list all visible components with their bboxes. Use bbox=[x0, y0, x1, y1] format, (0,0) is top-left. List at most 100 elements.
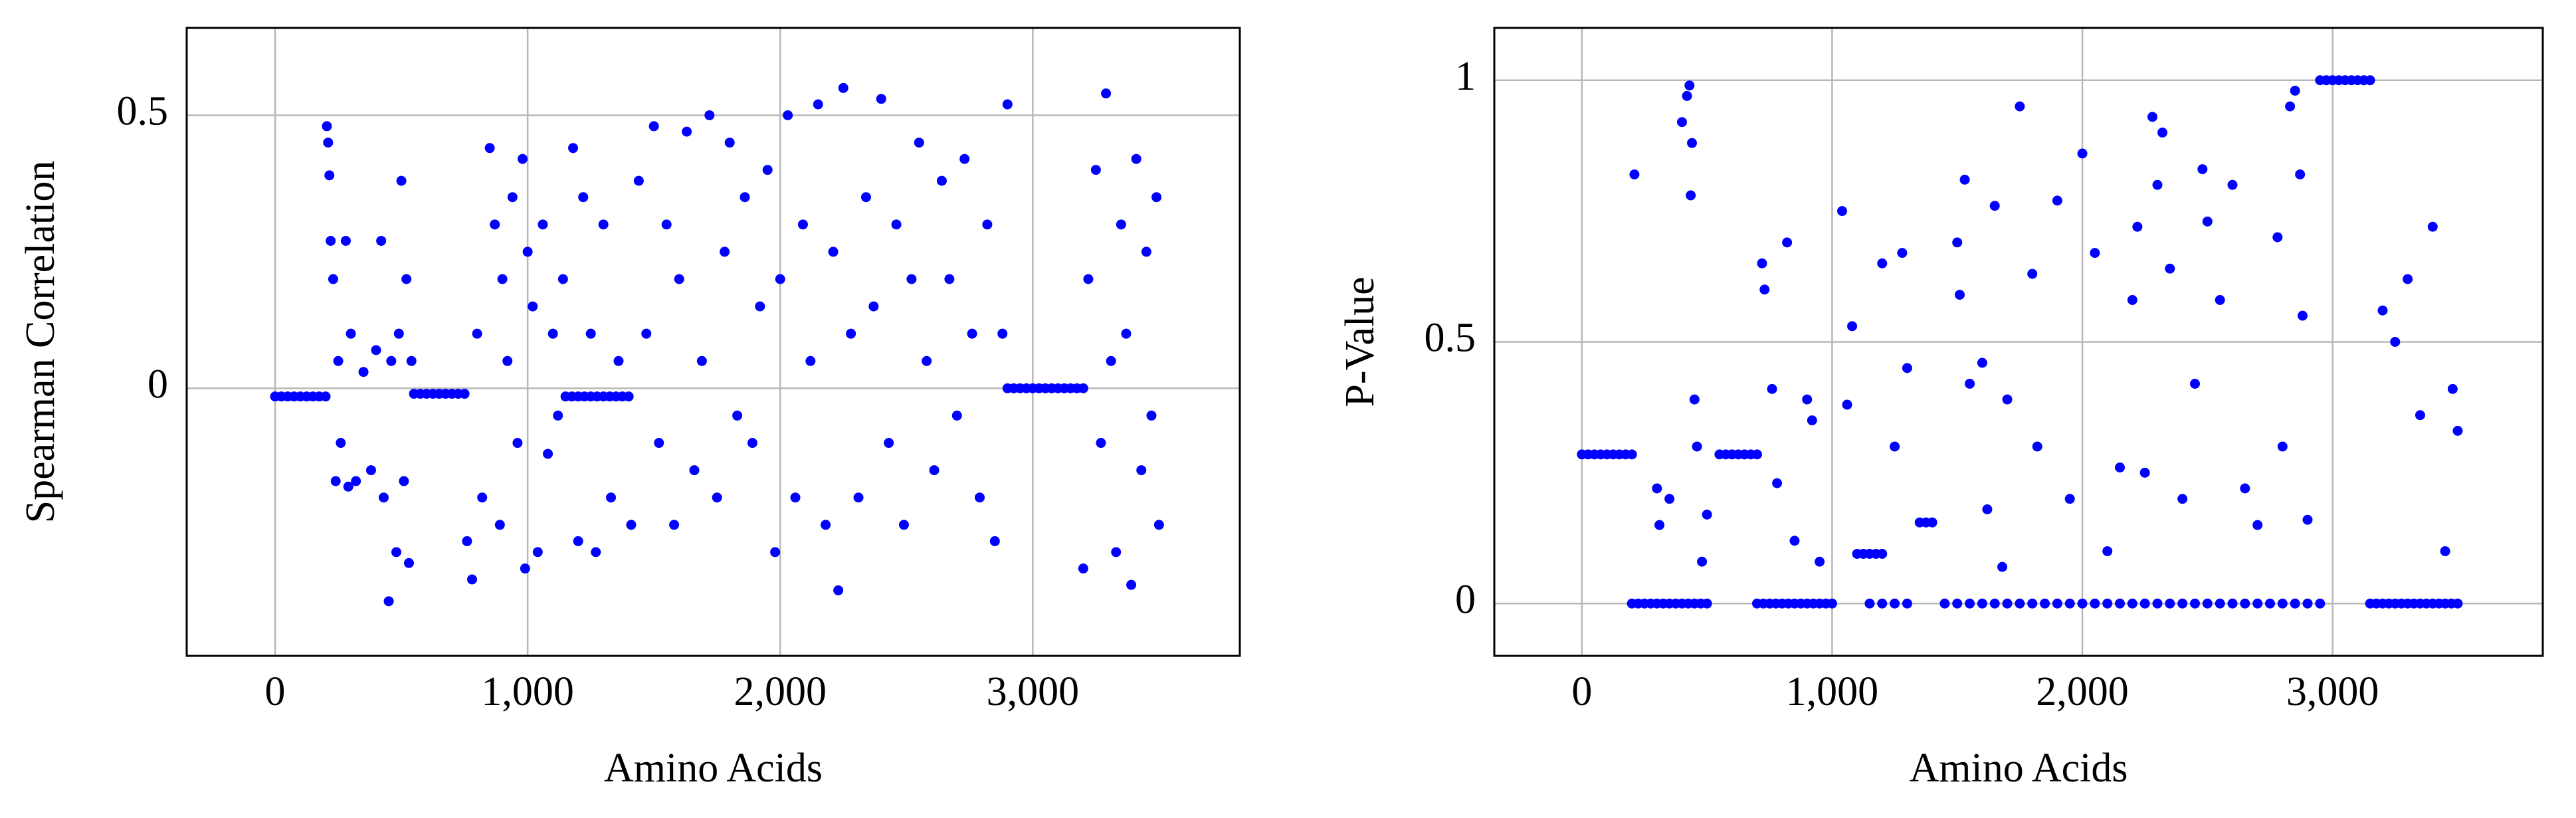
point bbox=[696, 356, 707, 366]
point bbox=[2177, 494, 2188, 504]
point bbox=[682, 126, 692, 137]
point bbox=[720, 247, 730, 257]
point bbox=[1676, 117, 1687, 128]
point bbox=[2115, 462, 2126, 472]
x-tick-label: 0 bbox=[265, 669, 286, 714]
point bbox=[2064, 598, 2075, 609]
point bbox=[497, 274, 508, 284]
point bbox=[502, 356, 513, 366]
point bbox=[401, 274, 412, 284]
point bbox=[876, 94, 886, 104]
point bbox=[322, 121, 332, 132]
point bbox=[2152, 179, 2163, 190]
point bbox=[2202, 216, 2213, 227]
point bbox=[2252, 598, 2263, 609]
point bbox=[2252, 520, 2263, 530]
point bbox=[585, 328, 596, 339]
point bbox=[2190, 598, 2201, 609]
point bbox=[2403, 274, 2413, 284]
point bbox=[326, 235, 336, 246]
point bbox=[2365, 75, 2375, 86]
y-tick-label: 0.5 bbox=[117, 89, 169, 134]
point bbox=[2027, 598, 2038, 609]
point bbox=[459, 389, 470, 399]
point bbox=[1121, 328, 1132, 339]
point bbox=[522, 247, 533, 257]
point bbox=[906, 274, 917, 284]
point bbox=[1782, 237, 1793, 248]
point bbox=[2147, 112, 2157, 122]
point bbox=[762, 165, 773, 175]
point bbox=[371, 345, 381, 356]
point bbox=[805, 356, 816, 366]
point bbox=[494, 520, 505, 530]
point bbox=[936, 175, 947, 186]
point bbox=[2077, 148, 2088, 159]
point bbox=[1989, 598, 2000, 609]
point bbox=[573, 536, 583, 546]
point bbox=[1997, 562, 2008, 572]
point bbox=[654, 438, 664, 449]
point bbox=[1902, 598, 1912, 609]
point bbox=[1965, 598, 1975, 609]
point bbox=[324, 170, 335, 181]
point bbox=[846, 328, 856, 339]
point bbox=[922, 356, 932, 366]
point bbox=[2290, 86, 2300, 96]
point bbox=[853, 492, 864, 503]
point bbox=[462, 536, 472, 546]
point bbox=[1136, 465, 1147, 476]
point bbox=[1982, 504, 1993, 514]
point bbox=[378, 492, 389, 503]
point bbox=[1686, 190, 1696, 201]
point bbox=[868, 301, 879, 312]
point bbox=[747, 438, 757, 449]
point bbox=[944, 274, 955, 284]
point bbox=[2285, 101, 2296, 112]
point bbox=[1789, 536, 1800, 546]
point bbox=[2027, 268, 2038, 279]
point bbox=[1890, 598, 1900, 609]
point bbox=[2102, 546, 2113, 556]
x-tick-label: 2,000 bbox=[2036, 669, 2129, 714]
y-tick-label: 0 bbox=[148, 362, 168, 407]
point bbox=[929, 465, 940, 476]
point bbox=[512, 438, 523, 449]
point bbox=[2215, 598, 2225, 609]
point bbox=[578, 192, 589, 203]
point bbox=[2295, 169, 2306, 179]
point bbox=[2302, 598, 2313, 609]
point bbox=[821, 520, 831, 530]
point bbox=[2447, 383, 2458, 394]
y-tick-label: 0.5 bbox=[1425, 316, 1476, 361]
point bbox=[2064, 494, 2075, 504]
point bbox=[2165, 263, 2175, 274]
point bbox=[323, 138, 334, 148]
point bbox=[343, 481, 353, 492]
point bbox=[2452, 598, 2463, 609]
point bbox=[626, 520, 637, 530]
point bbox=[669, 520, 680, 530]
point bbox=[1126, 579, 1137, 590]
point bbox=[790, 492, 801, 503]
point bbox=[2015, 101, 2025, 112]
point bbox=[2240, 483, 2250, 494]
point bbox=[328, 274, 338, 284]
x-tick-label: 1,000 bbox=[1786, 669, 1879, 714]
point bbox=[833, 585, 844, 595]
plot-frame bbox=[1493, 27, 2544, 657]
point bbox=[1767, 383, 1777, 394]
point bbox=[797, 219, 808, 230]
point bbox=[520, 563, 530, 574]
point bbox=[2240, 598, 2250, 609]
point bbox=[783, 110, 793, 120]
point bbox=[770, 547, 781, 558]
point bbox=[1952, 237, 1963, 248]
point bbox=[884, 438, 894, 449]
point bbox=[1759, 284, 1770, 295]
y-axis-title: Spearman Correlation bbox=[18, 161, 63, 524]
x-tick-label: 3,000 bbox=[987, 669, 1080, 714]
point bbox=[320, 391, 331, 402]
point bbox=[641, 328, 652, 339]
